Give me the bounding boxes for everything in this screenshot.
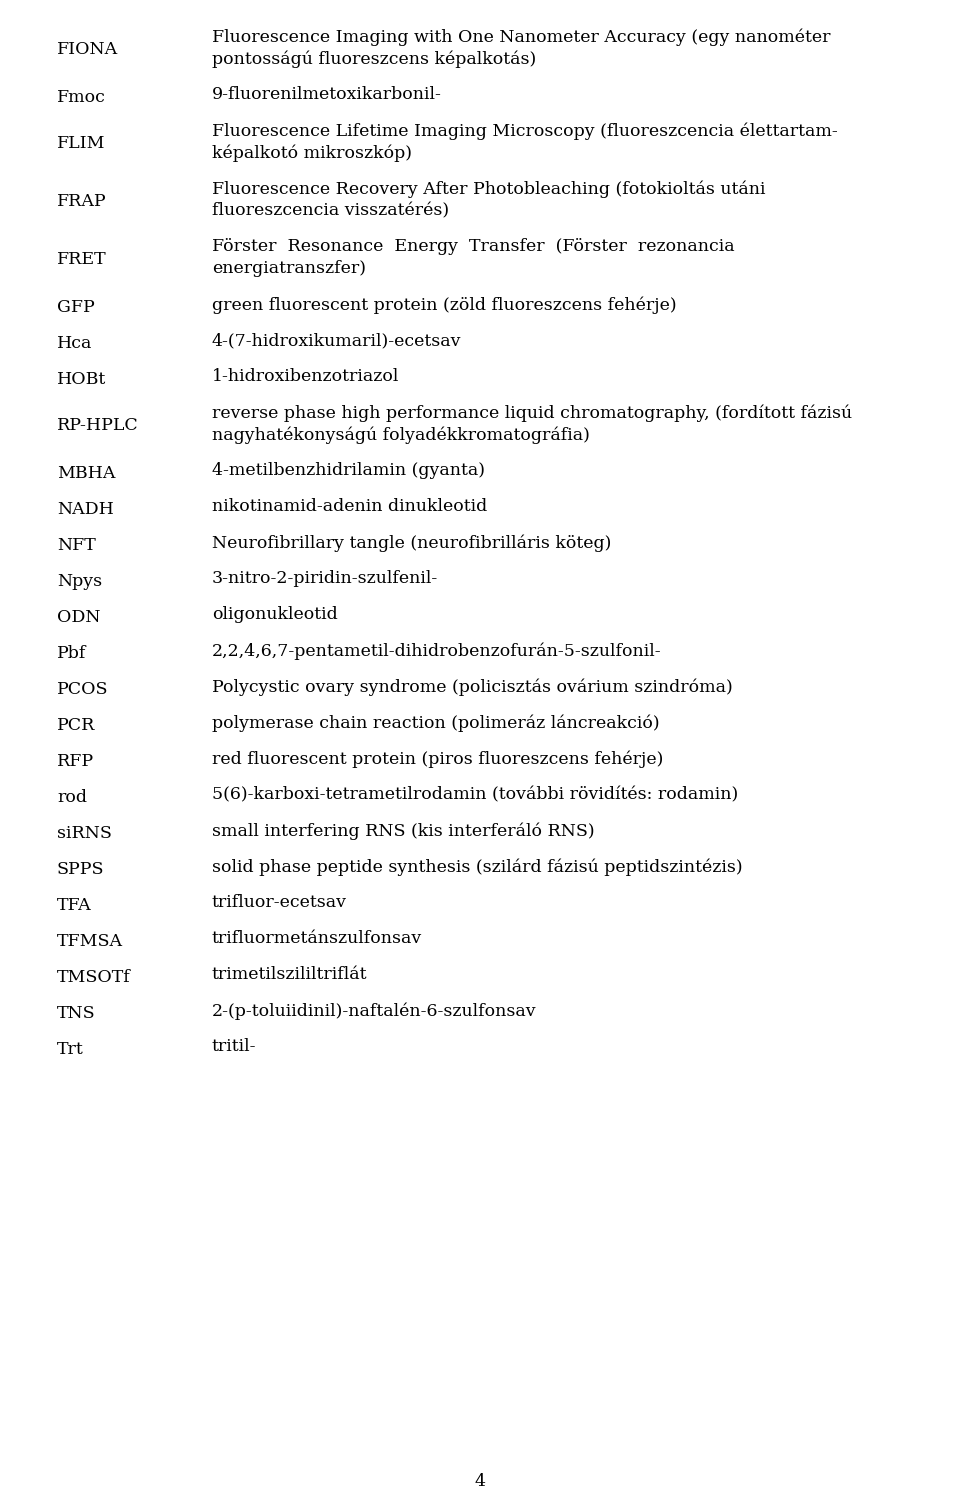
Text: Npys: Npys xyxy=(57,573,102,589)
Text: TMSOTf: TMSOTf xyxy=(57,969,131,985)
Text: 1-hidroxibenzotriazol: 1-hidroxibenzotriazol xyxy=(212,369,399,385)
Text: MBHA: MBHA xyxy=(57,464,115,482)
Text: képalkotó mikroszkóp): képalkotó mikroszkóp) xyxy=(212,144,412,162)
Text: HOBt: HOBt xyxy=(57,370,107,387)
Text: SPPS: SPPS xyxy=(57,860,105,878)
Text: RP-HPLC: RP-HPLC xyxy=(57,417,139,435)
Text: FLIM: FLIM xyxy=(57,136,106,153)
Text: green fluorescent protein (zöld fluoreszcens fehérje): green fluorescent protein (zöld fluoresz… xyxy=(212,296,677,313)
Text: TNS: TNS xyxy=(57,1005,96,1021)
Text: TFA: TFA xyxy=(57,896,91,914)
Text: FIONA: FIONA xyxy=(57,41,118,59)
Text: siRNS: siRNS xyxy=(57,825,112,842)
Text: small interfering RNS (kis interferáló RNS): small interfering RNS (kis interferáló R… xyxy=(212,822,594,840)
Text: NFT: NFT xyxy=(57,536,96,553)
Text: PCR: PCR xyxy=(57,716,95,733)
Text: Fmoc: Fmoc xyxy=(57,89,106,106)
Text: rod: rod xyxy=(57,789,87,805)
Text: energiatranszfer): energiatranszfer) xyxy=(212,260,366,277)
Text: trifluormetánszulfonsav: trifluormetánszulfonsav xyxy=(212,929,422,947)
Text: RFP: RFP xyxy=(57,752,94,769)
Text: 2-(p-toluiidinil)-naftalén-6-szulfonsav: 2-(p-toluiidinil)-naftalén-6-szulfonsav xyxy=(212,1002,537,1020)
Text: red fluorescent protein (piros fluoreszcens fehérje): red fluorescent protein (piros fluoreszc… xyxy=(212,749,663,768)
Text: NADH: NADH xyxy=(57,500,114,517)
Text: FRET: FRET xyxy=(57,251,107,269)
Text: trifluor-ecetsav: trifluor-ecetsav xyxy=(212,895,347,911)
Text: 4: 4 xyxy=(474,1473,486,1490)
Text: nikotinamid-adenin dinukleotid: nikotinamid-adenin dinukleotid xyxy=(212,499,488,515)
Text: Neurofibrillary tangle (neurofibrilláris köteg): Neurofibrillary tangle (neurofibrilláris… xyxy=(212,533,612,552)
Text: Förster  Resonance  Energy  Transfer  (Förster  rezonancia: Förster Resonance Energy Transfer (Först… xyxy=(212,239,734,255)
Text: polymerase chain reaction (polimeráz láncreakció): polymerase chain reaction (polimeráz lán… xyxy=(212,715,660,731)
Text: trimetilszililtriflát: trimetilszililtriflát xyxy=(212,966,368,984)
Text: Polycystic ovary syndrome (policisztás ovárium szindróma): Polycystic ovary syndrome (policisztás o… xyxy=(212,678,732,695)
Text: 9-fluorenilmetoxikarbonil-: 9-fluorenilmetoxikarbonil- xyxy=(212,86,442,103)
Text: 2,2,4,6,7-pentametil-dihidrobenzofurán-5-szulfonil-: 2,2,4,6,7-pentametil-dihidrobenzofurán-5… xyxy=(212,642,661,659)
Text: reverse phase high performance liquid chromatography, (fordított fázisú: reverse phase high performance liquid ch… xyxy=(212,403,852,422)
Text: pontosságú fluoreszcens képalkotás): pontosságú fluoreszcens képalkotás) xyxy=(212,50,537,68)
Text: Fluorescence Imaging with One Nanometer Accuracy (egy nanométer: Fluorescence Imaging with One Nanometer … xyxy=(212,29,830,45)
Text: ODN: ODN xyxy=(57,609,101,626)
Text: 4-(7-hidroxikumaril)-ecetsav: 4-(7-hidroxikumaril)-ecetsav xyxy=(212,332,462,349)
Text: Fluorescence Lifetime Imaging Microscopy (fluoreszcencia élettartam-: Fluorescence Lifetime Imaging Microscopy… xyxy=(212,122,838,139)
Text: GFP: GFP xyxy=(57,299,95,316)
Text: 5(6)-karboxi-tetrametilrodamin (további rövidítés: rodamin): 5(6)-karboxi-tetrametilrodamin (további … xyxy=(212,786,738,802)
Text: Pbf: Pbf xyxy=(57,645,86,662)
Text: 3-nitro-2-piridin-szulfenil-: 3-nitro-2-piridin-szulfenil- xyxy=(212,570,439,586)
Text: oligonukleotid: oligonukleotid xyxy=(212,606,338,623)
Text: tritil-: tritil- xyxy=(212,1038,256,1055)
Text: TFMSA: TFMSA xyxy=(57,932,123,949)
Text: Hca: Hca xyxy=(57,334,92,352)
Text: 4-metilbenzhidrilamin (gyanta): 4-metilbenzhidrilamin (gyanta) xyxy=(212,462,485,479)
Text: Fluorescence Recovery After Photobleaching (fotokioltás utáni: Fluorescence Recovery After Photobleachi… xyxy=(212,180,765,198)
Text: Trt: Trt xyxy=(57,1041,84,1058)
Text: solid phase peptide synthesis (szilárd fázisú peptidszintézis): solid phase peptide synthesis (szilárd f… xyxy=(212,858,743,875)
Text: PCOS: PCOS xyxy=(57,680,108,698)
Text: fluoreszcencia visszatérés): fluoreszcencia visszatérés) xyxy=(212,202,449,219)
Text: nagyhatékonyságú folyadékkromatográfia): nagyhatékonyságú folyadékkromatográfia) xyxy=(212,426,589,444)
Text: FRAP: FRAP xyxy=(57,193,107,210)
